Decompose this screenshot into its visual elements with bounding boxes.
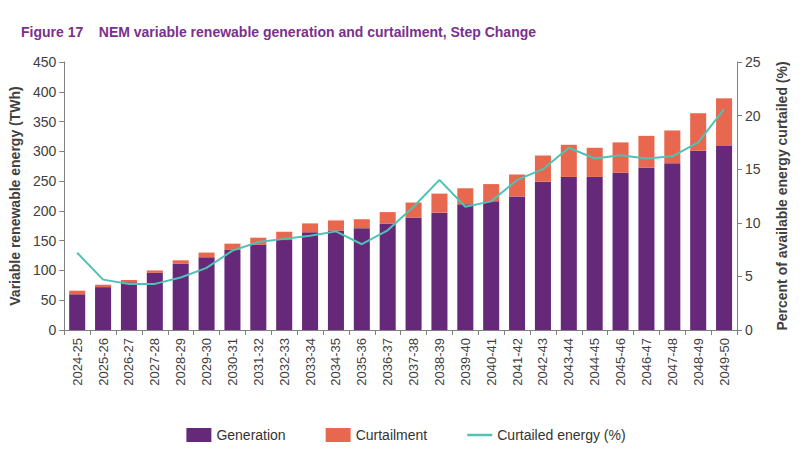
svg-text:2031-32: 2031-32	[251, 338, 266, 386]
svg-text:2025-26: 2025-26	[96, 338, 111, 386]
svg-text:0: 0	[48, 322, 56, 338]
svg-text:150: 150	[33, 233, 57, 249]
svg-text:2041-42: 2041-42	[510, 338, 525, 386]
svg-text:2046-47: 2046-47	[639, 338, 654, 386]
svg-text:450: 450	[33, 54, 57, 70]
svg-text:400: 400	[33, 84, 57, 100]
svg-text:2034-35: 2034-35	[328, 338, 343, 386]
svg-text:2048-49: 2048-49	[691, 338, 706, 386]
svg-text:350: 350	[33, 114, 57, 130]
svg-text:Percent of available energy cu: Percent of available energy curtailed (%…	[774, 61, 790, 330]
svg-text:0: 0	[745, 322, 753, 338]
svg-text:2042-43: 2042-43	[535, 338, 550, 386]
svg-text:2026-27: 2026-27	[121, 338, 136, 386]
svg-text:100: 100	[33, 262, 57, 278]
svg-text:50: 50	[41, 292, 57, 308]
svg-text:Generation: Generation	[216, 427, 285, 443]
svg-text:15: 15	[745, 161, 761, 177]
svg-text:2047-48: 2047-48	[665, 338, 680, 386]
svg-text:2044-45: 2044-45	[587, 338, 602, 386]
svg-text:25: 25	[745, 54, 761, 70]
svg-text:2043-44: 2043-44	[561, 338, 576, 386]
svg-text:2024-25: 2024-25	[70, 338, 85, 386]
svg-text:2035-36: 2035-36	[354, 338, 369, 386]
svg-text:2040-41: 2040-41	[484, 338, 499, 386]
svg-text:2045-46: 2045-46	[613, 338, 628, 386]
svg-text:Curtailed energy (%): Curtailed energy (%)	[497, 427, 625, 443]
svg-text:2039-40: 2039-40	[458, 338, 473, 386]
svg-text:2027-28: 2027-28	[147, 338, 162, 386]
svg-text:2028-29: 2028-29	[173, 338, 188, 386]
svg-text:2029-30: 2029-30	[199, 338, 214, 386]
svg-text:10: 10	[745, 215, 761, 231]
svg-text:2033-34: 2033-34	[303, 338, 318, 386]
svg-text:200: 200	[33, 203, 57, 219]
svg-text:Variable renewable energy (TWh: Variable renewable energy (TWh)	[7, 86, 23, 305]
svg-text:Curtailment: Curtailment	[356, 427, 428, 443]
svg-text:250: 250	[33, 173, 57, 189]
svg-text:2030-31: 2030-31	[225, 338, 240, 386]
svg-text:2036-37: 2036-37	[380, 338, 395, 386]
svg-text:Figure 17 NEM variable rene: Figure 17 NEM variable renewable generat…	[21, 24, 536, 40]
svg-text:300: 300	[33, 143, 57, 159]
svg-text:2038-39: 2038-39	[432, 338, 447, 386]
svg-text:2037-38: 2037-38	[406, 338, 421, 386]
svg-text:20: 20	[745, 108, 761, 124]
svg-text:5: 5	[745, 268, 753, 284]
svg-text:2032-33: 2032-33	[277, 338, 292, 386]
svg-text:2049-50: 2049-50	[717, 338, 732, 386]
